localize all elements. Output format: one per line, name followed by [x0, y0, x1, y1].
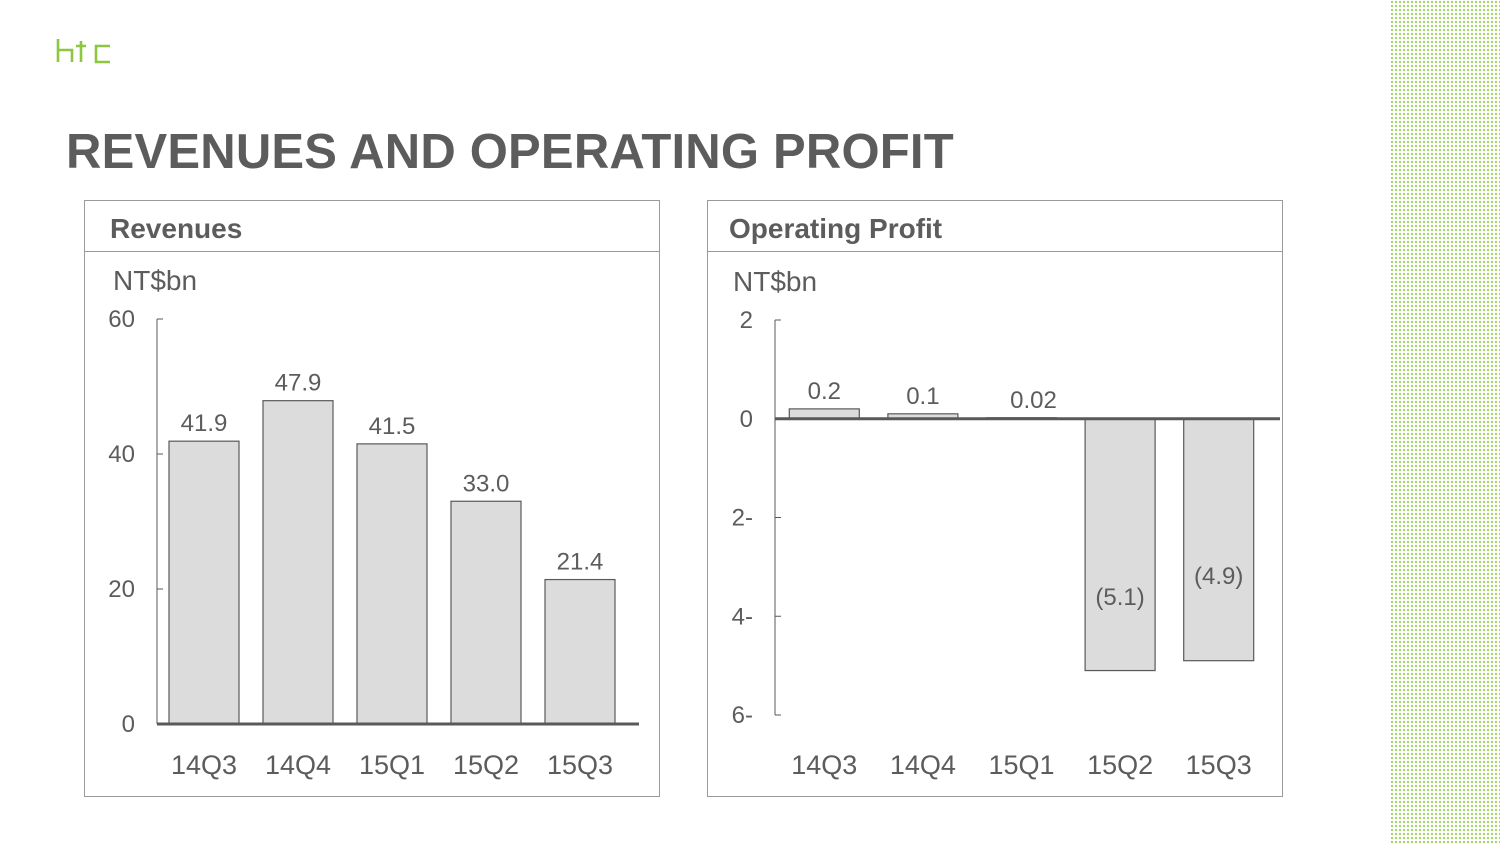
- operating-profit-y-tick-label: 6-: [732, 702, 753, 729]
- operating-profit-data-label: (5.1): [1095, 584, 1144, 611]
- revenues-bar: [262, 400, 334, 725]
- operating-profit-data-label: (4.9): [1194, 563, 1243, 590]
- operating-profit-y-tick-label: 2-: [732, 505, 753, 532]
- operating-profit-y-tick-label: 0: [740, 406, 753, 433]
- revenues-bar: [356, 443, 428, 725]
- revenues-category-label: 14Q3: [171, 750, 237, 780]
- operating-profit-y-tick-label: 4-: [732, 603, 753, 630]
- revenues-unit-label: NT$bn: [113, 265, 198, 296]
- operating-profit-data-label: 0.1: [906, 383, 939, 410]
- operating-profit-panel: Operating Profit NT$bn 2 0 2- 4- 6- 0.2 14Q3 0.…: [707, 200, 1283, 797]
- revenues-panel-title: Revenues: [110, 213, 243, 244]
- operating-profit-data-label: 0.02: [1010, 387, 1057, 414]
- revenues-category-label: 15Q1: [359, 750, 425, 780]
- revenues-panel: Revenues NT$bn 0 20 40 60 41.9 14Q3 47.9 14Q4 41…: [84, 200, 660, 797]
- operating-profit-panel-header: Operating Profit: [708, 201, 1282, 252]
- revenues-bar-chart: 0 20 40 60 41.9 14Q3 47.9 14Q4 41.5 15Q1 33.0 15Q2 2…: [108, 306, 639, 780]
- revenues-data-label: 41.5: [369, 413, 416, 440]
- revenues-y-tick-label: 20: [108, 576, 135, 603]
- operating-profit-panel-title: Operating Profit: [729, 213, 943, 244]
- operating-profit-unit-label: NT$bn: [733, 266, 818, 297]
- revenues-data-label: 33.0: [463, 470, 510, 497]
- revenues-category-label: 15Q2: [453, 750, 519, 780]
- revenues-panel-header: Revenues: [85, 201, 659, 252]
- revenues-y-tick-label: 40: [108, 441, 135, 468]
- revenues-data-label: 41.9: [181, 410, 228, 437]
- revenues-data-label: 21.4: [557, 549, 604, 576]
- operating-profit-category-label: 15Q3: [1186, 750, 1252, 780]
- operating-profit-y-tick-label: 2: [740, 307, 753, 334]
- operating-profit-bar: [1084, 418, 1156, 672]
- revenues-bar: [450, 500, 522, 725]
- operating-profit-category-label: 15Q2: [1087, 750, 1153, 780]
- revenues-category-label: 14Q4: [265, 750, 331, 780]
- revenues-bar: [168, 440, 240, 725]
- revenues-y-tick-label: 60: [108, 306, 135, 333]
- revenues-bar: [544, 578, 616, 725]
- revenues-data-label: 47.9: [275, 370, 322, 397]
- revenues-category-label: 15Q3: [547, 750, 613, 780]
- operating-profit-category-label: 14Q3: [791, 750, 857, 780]
- page-title: REVENUES AND OPERATING PROFIT: [66, 125, 954, 179]
- operating-profit-bar-chart: 2 0 2- 4- 6- 0.2 14Q3 0.1 14Q4 0.02 15Q1 (5.1) 15Q2 (…: [732, 307, 1280, 780]
- operating-profit-bar: [1183, 418, 1255, 662]
- operating-profit-data-label: 0.2: [808, 378, 841, 405]
- htc-logo: [55, 36, 135, 71]
- revenues-y-tick-label: 0: [122, 711, 135, 738]
- operating-profit-category-label: 15Q1: [988, 750, 1054, 780]
- operating-profit-category-label: 14Q4: [890, 750, 956, 780]
- decorative-dot-pattern: [1390, 0, 1500, 844]
